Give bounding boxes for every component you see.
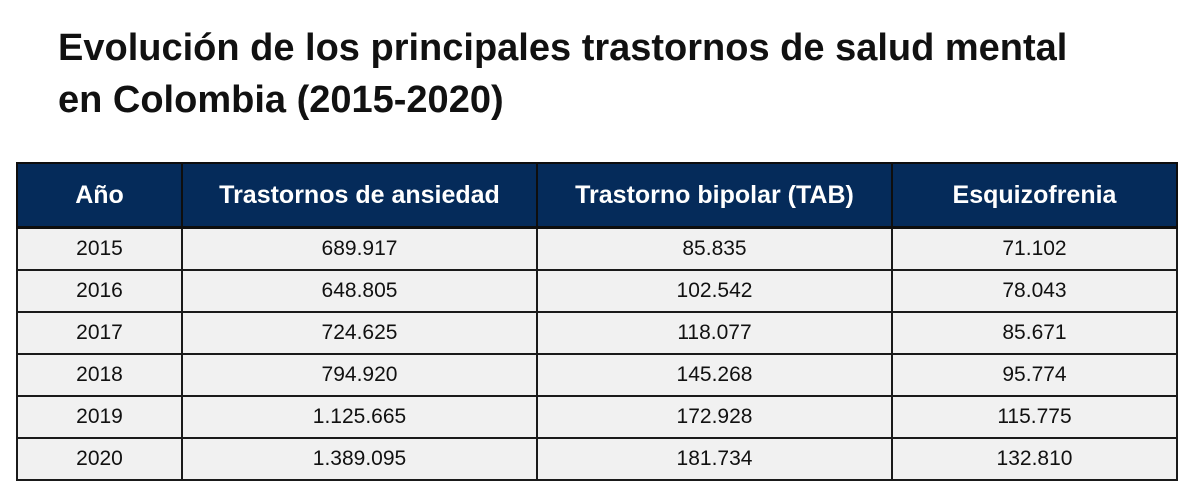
cell-year: 2015 — [16, 226, 183, 271]
cell-bipolar: 181.734 — [536, 437, 893, 481]
cell-year: 2016 — [16, 269, 183, 313]
cell-schizophrenia: 132.810 — [891, 437, 1178, 481]
table-row: 2020 1.389.095 181.734 132.810 — [16, 437, 1178, 481]
table-row: 2018 794.920 145.268 95.774 — [16, 353, 1178, 397]
cell-year: 2019 — [16, 395, 183, 439]
cell-schizophrenia: 78.043 — [891, 269, 1178, 313]
header-cell-bipolar: Trastorno bipolar (TAB) — [536, 162, 893, 229]
header-cell-schizophrenia: Esquizofrenia — [891, 162, 1178, 229]
table-row: 2019 1.125.665 172.928 115.775 — [16, 395, 1178, 439]
chart-title: Evolución de los principales trastornos … — [58, 27, 1068, 121]
cell-bipolar: 118.077 — [536, 311, 893, 355]
cell-anxiety: 689.917 — [181, 226, 538, 271]
data-table: Año Trastornos de ansiedad Trastorno bip… — [16, 162, 1178, 481]
cell-anxiety: 794.920 — [181, 353, 538, 397]
header-cell-year: Año — [16, 162, 183, 229]
cell-year: 2017 — [16, 311, 183, 355]
cell-bipolar: 85.835 — [536, 226, 893, 271]
cell-bipolar: 172.928 — [536, 395, 893, 439]
cell-schizophrenia: 115.775 — [891, 395, 1178, 439]
table-row: 2016 648.805 102.542 78.043 — [16, 269, 1178, 313]
table-row: 2017 724.625 118.077 85.671 — [16, 311, 1178, 355]
cell-bipolar: 145.268 — [536, 353, 893, 397]
cell-bipolar: 102.542 — [536, 269, 893, 313]
cell-anxiety: 724.625 — [181, 311, 538, 355]
data-table-container: Año Trastornos de ansiedad Trastorno bip… — [16, 162, 1178, 481]
cell-year: 2018 — [16, 353, 183, 397]
table-body: 2015 689.917 85.835 71.102 2016 648.805 … — [16, 226, 1178, 481]
cell-anxiety: 648.805 — [181, 269, 538, 313]
cell-anxiety: 1.389.095 — [181, 437, 538, 481]
header-cell-anxiety: Trastornos de ansiedad — [181, 162, 538, 229]
cell-schizophrenia: 95.774 — [891, 353, 1178, 397]
cell-year: 2020 — [16, 437, 183, 481]
header-row: Año Trastornos de ansiedad Trastorno bip… — [16, 162, 1178, 229]
table-header: Año Trastornos de ansiedad Trastorno bip… — [16, 162, 1178, 229]
table-row: 2015 689.917 85.835 71.102 — [16, 226, 1178, 271]
cell-schizophrenia: 85.671 — [891, 311, 1178, 355]
cell-schizophrenia: 71.102 — [891, 226, 1178, 271]
cell-anxiety: 1.125.665 — [181, 395, 538, 439]
